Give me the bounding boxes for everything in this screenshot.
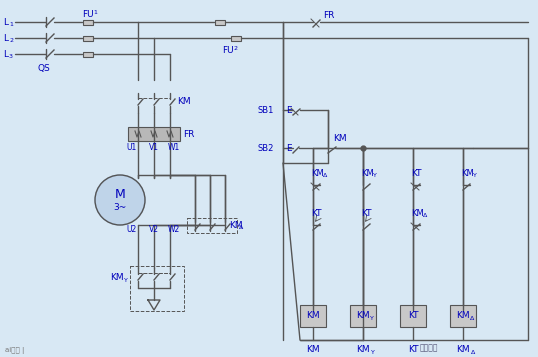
Text: Δ: Δ	[470, 316, 475, 321]
Text: KT: KT	[411, 169, 421, 177]
Text: Y: Y	[371, 350, 375, 355]
FancyBboxPatch shape	[83, 51, 93, 56]
Text: Y: Y	[370, 316, 374, 321]
Text: W2: W2	[168, 225, 180, 233]
Text: L: L	[3, 34, 8, 42]
Bar	[128, 127, 180, 141]
Text: KT: KT	[408, 312, 418, 321]
FancyBboxPatch shape	[215, 20, 225, 25]
Bar	[450, 305, 476, 327]
Text: V1: V1	[149, 142, 159, 151]
Text: E: E	[286, 106, 292, 115]
Text: FR: FR	[183, 130, 194, 139]
Text: Y: Y	[373, 172, 377, 177]
Text: L: L	[3, 50, 8, 59]
Text: 3~: 3~	[114, 202, 126, 211]
Text: Δ: Δ	[471, 350, 475, 355]
Text: FU: FU	[222, 45, 233, 55]
Text: QS: QS	[38, 64, 51, 72]
Text: KM: KM	[333, 134, 346, 142]
Text: SB2: SB2	[258, 144, 274, 152]
Bar	[400, 305, 426, 327]
Circle shape	[95, 175, 145, 225]
FancyBboxPatch shape	[83, 35, 93, 40]
Text: W1: W1	[168, 142, 180, 151]
Text: V2: V2	[149, 225, 159, 233]
Text: Y: Y	[473, 172, 477, 177]
Text: KM: KM	[110, 273, 124, 282]
Text: FR: FR	[323, 10, 335, 20]
Text: KM: KM	[461, 169, 474, 177]
Text: KM: KM	[356, 346, 370, 355]
Text: KM: KM	[177, 96, 190, 106]
Text: 2: 2	[233, 45, 237, 50]
Text: KM: KM	[306, 346, 320, 355]
Text: U2: U2	[126, 225, 136, 233]
FancyBboxPatch shape	[83, 20, 93, 25]
Text: KM: KM	[361, 169, 374, 177]
Text: E: E	[286, 144, 292, 152]
Bar	[350, 305, 376, 327]
Text: KM: KM	[356, 312, 370, 321]
Text: 2: 2	[9, 37, 13, 42]
Text: FU: FU	[82, 10, 94, 19]
Text: 1: 1	[93, 10, 97, 15]
Text: M: M	[115, 187, 125, 201]
Text: 3: 3	[9, 54, 13, 59]
Text: Δ: Δ	[239, 225, 243, 230]
Text: U1: U1	[126, 142, 136, 151]
Text: 1: 1	[9, 21, 13, 26]
Text: SB1: SB1	[258, 106, 274, 115]
FancyBboxPatch shape	[231, 35, 241, 40]
Text: Y: Y	[124, 277, 128, 282]
Text: KM: KM	[306, 312, 320, 321]
Text: L: L	[3, 17, 8, 26]
Text: KM: KM	[311, 169, 324, 177]
Text: KT: KT	[311, 208, 322, 217]
Text: KT: KT	[408, 346, 418, 355]
Text: ai多吧 |: ai多吧 |	[5, 347, 24, 353]
Text: KT: KT	[361, 208, 372, 217]
Text: Δ: Δ	[323, 172, 327, 177]
Text: Δ: Δ	[423, 212, 427, 217]
Bar	[300, 305, 326, 327]
Text: KM: KM	[229, 221, 243, 230]
Text: KM: KM	[456, 346, 470, 355]
Text: KM: KM	[411, 208, 424, 217]
Text: 电工之家: 电工之家	[420, 343, 438, 352]
Text: KM: KM	[456, 312, 470, 321]
